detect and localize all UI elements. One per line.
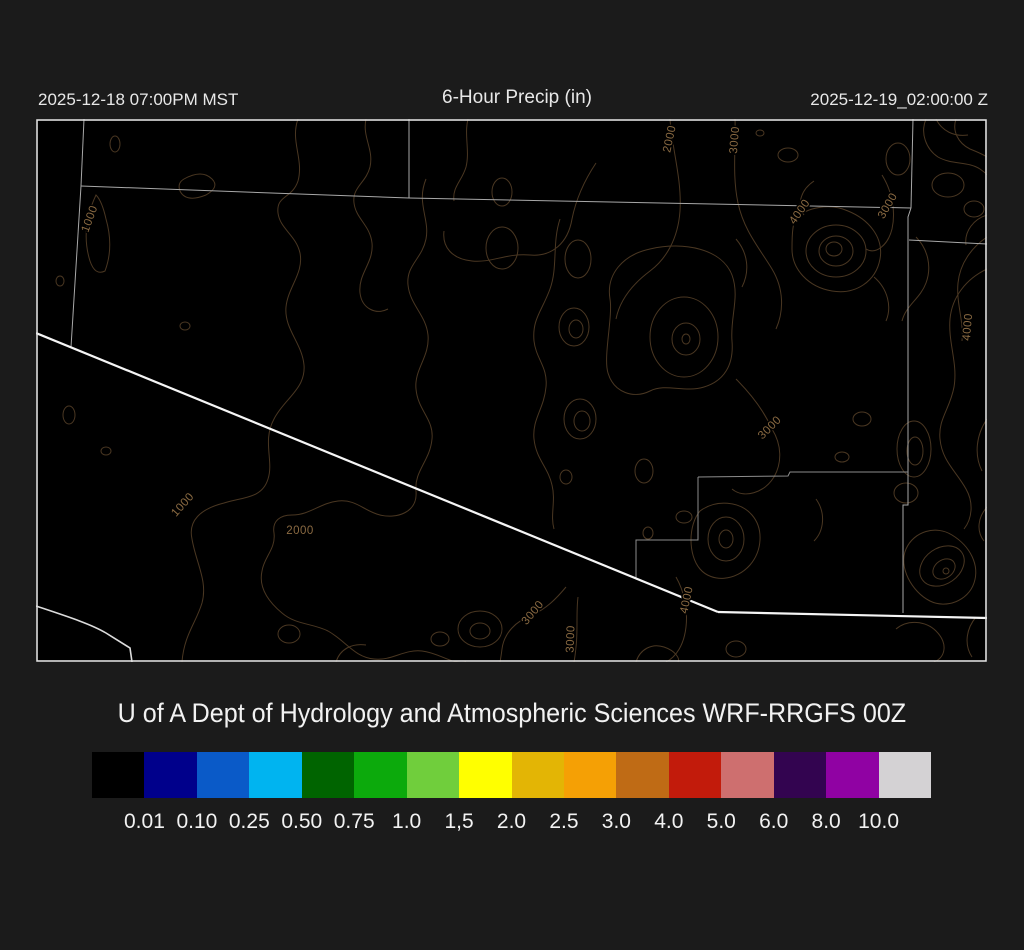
border-nv-vertical-top xyxy=(80,119,85,187)
county-line-horizontal xyxy=(697,471,908,478)
colorbar-segment-7 xyxy=(459,752,512,798)
contour-label: 4000 xyxy=(961,313,975,342)
colorbar-segment-2 xyxy=(196,752,250,798)
colorbar-segment-13 xyxy=(773,752,827,798)
border-nm-mexico-horizontal xyxy=(717,610,987,620)
colorbar-segment-9 xyxy=(563,752,617,798)
gulf-coastline xyxy=(36,605,133,662)
contour-label: 3000 xyxy=(728,126,742,155)
colorbar-segment-6 xyxy=(406,752,460,798)
colorbar-tick-label: 0.10 xyxy=(176,810,218,833)
colorbar-tick-label: 8.0 xyxy=(811,810,841,833)
colorbar-tick-label: 2.0 xyxy=(496,810,527,833)
colorbar-tick-label: 0.50 xyxy=(281,810,323,833)
colorbar-tick-label: 6.0 xyxy=(759,810,789,833)
border-nv-az-lower xyxy=(70,185,82,348)
map-title: 6-Hour Precip (in) xyxy=(442,87,592,108)
colorbar-segment-10 xyxy=(616,752,669,798)
caption-text: U of A Dept of Hydrology and Atmospheric… xyxy=(117,698,907,728)
colorbar-tick-label: 3.0 xyxy=(601,810,631,833)
colorbar-segment-4 xyxy=(301,752,355,798)
colorbar-segment-12 xyxy=(721,752,774,798)
contour-label: 3000 xyxy=(565,625,578,653)
colorbar-tick-label: 0.75 xyxy=(333,810,375,833)
precip-map: 1000 1000 2000 2000 3000 4000 3000 4000 3000 3000… xyxy=(36,119,987,662)
border-ut-co xyxy=(910,119,914,209)
colorbar-segment-5 xyxy=(354,752,407,798)
contour-lines xyxy=(55,119,987,662)
valid-time-utc: 2025-12-19_02:00:00 Z xyxy=(810,90,988,109)
map-background xyxy=(36,119,987,662)
colorbar-tick-labels: 0.01 0.10 0.25 0.50 0.75 1.0 1,5 2.0 2.5 3.0 4.0 5.… xyxy=(92,810,931,840)
colorbar-segment-14 xyxy=(826,752,879,798)
colorbar-segment-8 xyxy=(511,752,564,798)
colorbar-segment-15 xyxy=(878,752,931,798)
colorbar-tick-label: 5.0 xyxy=(706,810,736,833)
county-line-step xyxy=(635,477,699,578)
border-co-nm xyxy=(908,239,987,245)
border-az-mexico-diagonal xyxy=(36,331,719,614)
border-az-ut-37n xyxy=(80,185,912,209)
valid-time-local: 2025-12-18 07:00PM MST xyxy=(38,90,239,109)
precip-colorbar xyxy=(92,752,931,798)
colorbar-tick-label: 1,5 xyxy=(444,810,474,833)
colorbar-tick-label: 0.01 xyxy=(124,810,165,833)
colorbar-tick-label: 1.0 xyxy=(392,810,422,833)
map-frame xyxy=(36,119,987,662)
contour-label: 2000 xyxy=(286,525,314,537)
colorbar-tick-label: 4.0 xyxy=(654,810,684,833)
caption: U of A Dept of Hydrology and Atmospheric… xyxy=(0,698,1024,729)
colorbar-segment-0 xyxy=(92,752,145,798)
colorbar-tick-label: 0.25 xyxy=(228,810,270,833)
border-az-nm xyxy=(902,207,912,613)
county-borders xyxy=(635,471,908,578)
mexico-border-line xyxy=(36,331,987,620)
colorbar-segment-11 xyxy=(668,752,722,798)
colorbar-segment-1 xyxy=(144,752,197,798)
state-borders xyxy=(70,119,987,613)
colorbar-segment-3 xyxy=(249,752,302,798)
colorbar-tick-label: 2.5 xyxy=(549,810,579,833)
colorbar-tick-label: 10.0 xyxy=(858,810,899,833)
